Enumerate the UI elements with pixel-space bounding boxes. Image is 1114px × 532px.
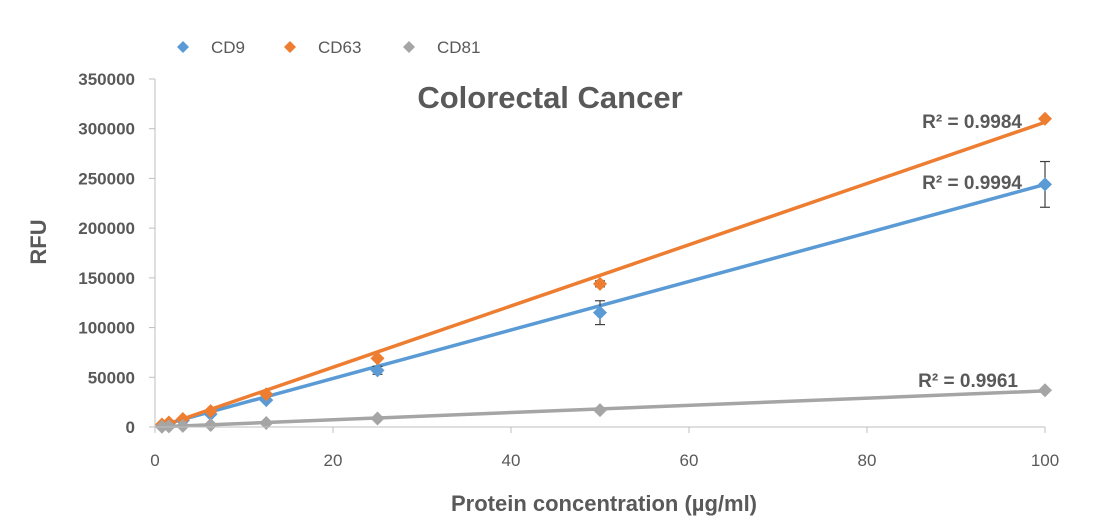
x-tick-label: 40 <box>502 451 521 470</box>
marker-cd9 <box>370 363 385 378</box>
marker-cd63 <box>259 387 274 402</box>
y-axis-title: RFU <box>26 219 51 264</box>
chart-title: Colorectal Cancer <box>417 80 682 115</box>
marker-cd81 <box>1038 383 1052 398</box>
marker-cd63 <box>1038 111 1052 126</box>
legend-label-cd63: CD63 <box>318 38 361 57</box>
axes <box>149 78 1046 433</box>
trendlines <box>161 120 1046 429</box>
y-tick-label: 150000 <box>78 269 135 288</box>
marker-cd81 <box>161 419 176 434</box>
legend-marker-cd63 <box>284 41 296 53</box>
marker-cd63 <box>370 351 385 366</box>
marker-cd81 <box>175 418 190 433</box>
y-tick-label: 0 <box>126 418 135 437</box>
marker-cd81 <box>370 411 385 426</box>
marker-cd9 <box>1038 177 1052 192</box>
y-tick-label: 100000 <box>78 319 135 338</box>
marker-cd81 <box>593 403 607 418</box>
legend-marker-cd9 <box>177 41 189 53</box>
x-tick-label: 100 <box>1031 451 1059 470</box>
x-tick-label: 20 <box>324 451 343 470</box>
r2-label-cd63: R² = 0.9984 <box>922 112 1022 133</box>
y-tick-label: 50000 <box>88 368 135 387</box>
legend-label-cd81: CD81 <box>437 38 480 57</box>
legend: CD9 CD63 CD81 <box>177 38 480 57</box>
marker-cd63 <box>203 404 218 419</box>
marker-cd81 <box>203 418 218 433</box>
x-tick-label: 0 <box>150 451 159 470</box>
y-tick-label: 300000 <box>78 120 135 139</box>
r2-labels: R² = 0.9994 R² = 0.9984 R² = 0.9961 <box>918 112 1022 392</box>
y-tick-label: 350000 <box>78 70 135 89</box>
y-tick-label: 200000 <box>78 219 135 238</box>
x-axis-title: Protein concentration (µg/ml) <box>451 491 757 516</box>
marker-cd9 <box>593 305 607 320</box>
x-tick-label: 60 <box>680 451 699 470</box>
r2-label-cd81: R² = 0.9961 <box>918 371 1018 392</box>
trendline-cd9 <box>161 182 1046 427</box>
r2-label-cd9: R² = 0.9994 <box>922 173 1022 194</box>
marker-cd81 <box>259 416 274 431</box>
trendline-cd63 <box>161 120 1046 428</box>
y-tick-label: 250000 <box>78 169 135 188</box>
tick-labels: 0 50000 100000 150000 200000 250000 300000 3500… <box>78 70 1059 470</box>
x-tick-label: 80 <box>858 451 877 470</box>
legend-label-cd9: CD9 <box>211 38 245 57</box>
data-markers <box>154 111 1052 434</box>
marker-cd63 <box>593 276 607 291</box>
legend-marker-cd81 <box>403 41 415 53</box>
